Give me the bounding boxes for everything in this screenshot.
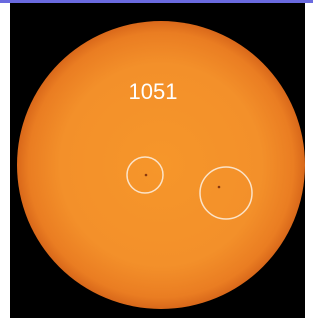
solar-image: 1051 xyxy=(0,0,313,318)
sunspot-label: 1051 xyxy=(129,79,178,104)
sun-disk xyxy=(17,21,305,309)
sunspot xyxy=(218,186,221,189)
sunspot xyxy=(145,174,148,177)
top-border xyxy=(0,0,313,3)
